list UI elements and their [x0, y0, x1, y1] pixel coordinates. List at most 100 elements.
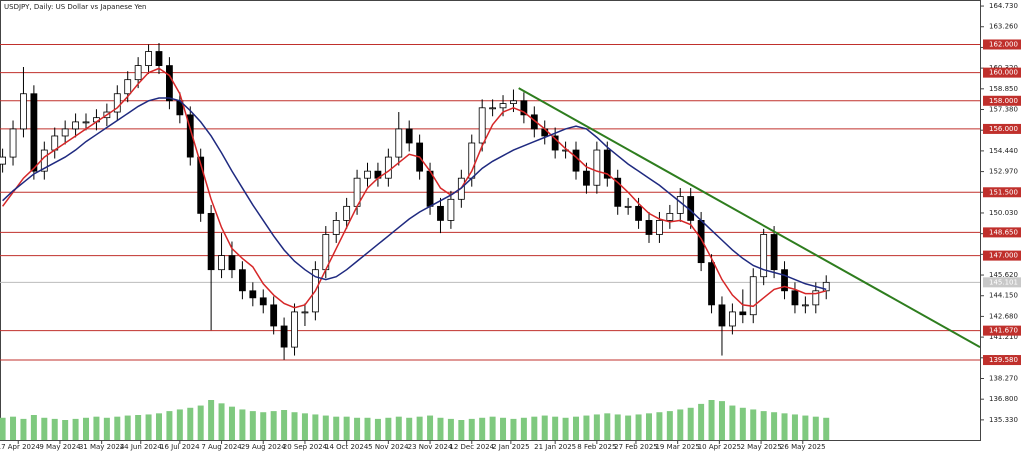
candle-body: [572, 149, 580, 172]
x-tick-label: 17 Apr 2024: [0, 443, 40, 451]
volume-bar: [322, 415, 329, 440]
volume-bar: [62, 420, 69, 440]
volume-bar: [552, 416, 559, 440]
x-tick-label: 10 Apr 2025: [698, 443, 741, 451]
volume-bar: [645, 413, 652, 440]
level-label-box: [983, 227, 1021, 238]
candle-body: [510, 100, 517, 104]
y-tick-label: 164.730: [989, 2, 1018, 10]
level-label: 139.580: [989, 356, 1018, 364]
candle-body: [499, 103, 507, 109]
x-tick-label: 9 May 2024: [39, 443, 81, 451]
candle-body: [426, 170, 434, 207]
candle-body: [61, 128, 69, 137]
volume-bar: [354, 417, 361, 440]
volume-bar: [437, 417, 444, 440]
volume-bar: [562, 417, 569, 440]
volume-bar: [416, 416, 423, 440]
y-tick-label: 144.150: [989, 292, 1018, 300]
x-tick-label: 23 Nov 2024: [408, 443, 453, 451]
volume-bar: [281, 410, 288, 440]
volume-bar: [395, 416, 402, 440]
volume-bar: [41, 417, 48, 440]
candle-body: [770, 234, 778, 271]
volume-bar: [103, 417, 110, 440]
candle-body: [186, 114, 194, 158]
candle-body: [113, 93, 121, 113]
moving-average: [2, 97, 827, 291]
volume-bar: [573, 416, 580, 440]
volume-bar: [155, 413, 162, 440]
candle-body: [635, 205, 642, 221]
level-label-box: [983, 187, 1021, 198]
moving-average: [2, 67, 827, 309]
x-tick-label: 5 Nov 2024: [368, 443, 409, 451]
plot-area: [0, 43, 980, 440]
x-tick-label: 2 May 2025: [740, 443, 781, 451]
volume-bar: [750, 409, 757, 440]
volume-bar: [479, 417, 486, 440]
volume-bar: [489, 416, 496, 440]
candle-body: [218, 255, 225, 271]
volume-bar: [93, 416, 100, 440]
candle-body: [656, 220, 663, 235]
level-label-box: [983, 95, 1021, 106]
level-label: 148.650: [989, 228, 1018, 236]
volume-bar: [687, 407, 694, 440]
y-tick-label: 157.380: [989, 106, 1018, 114]
candle-body: [489, 107, 497, 110]
level-label: 162.000: [989, 40, 1018, 48]
candle-body: [437, 205, 444, 221]
volume-bar: [760, 411, 767, 440]
y-tick-label: 141.210: [989, 333, 1018, 341]
volume-bar: [30, 415, 37, 440]
candle-body: [301, 311, 309, 314]
volume-bar: [531, 416, 538, 440]
y-tick-label: 154.440: [989, 147, 1018, 155]
volume-bar: [510, 418, 517, 440]
chart-title: USDJPY, Daily: US Dollar vs Japanese Yen: [4, 3, 146, 11]
candle-body: [384, 156, 392, 179]
candle-body: [9, 128, 17, 158]
volume-bar: [520, 417, 527, 440]
candle-body: [749, 276, 757, 316]
candle-body: [708, 262, 715, 306]
candle-body: [259, 297, 267, 306]
level-label-box: [983, 250, 1021, 261]
x-tick-label: 29 Aug 2024: [241, 443, 286, 451]
y-tick-label: 150.030: [989, 209, 1018, 217]
candle-body: [530, 114, 538, 130]
candle-body: [812, 290, 820, 306]
volume-bar: [666, 411, 673, 440]
level-label-box: [983, 325, 1021, 336]
volume-bar: [20, 418, 27, 440]
volume-bar: [541, 415, 548, 440]
volume-bar: [270, 411, 277, 440]
candle-body: [614, 177, 622, 207]
y-tick-label: 142.680: [989, 312, 1018, 320]
x-tick-label: 2 Jan 2025: [492, 443, 530, 451]
candle-body: [270, 304, 278, 327]
volume-bar: [625, 415, 632, 440]
candle-body: [20, 93, 27, 130]
candle-body: [801, 304, 809, 307]
level-label: 158.000: [989, 97, 1018, 105]
x-tick-label: 24 Jun 2024: [120, 443, 163, 451]
candle-body: [280, 325, 288, 348]
candle-body: [760, 234, 768, 278]
volume-bar: [239, 409, 246, 440]
volume-bar: [176, 409, 183, 440]
volume-bar: [72, 418, 79, 440]
level-label-box: [983, 123, 1021, 134]
volume-bar: [729, 405, 736, 440]
trendline: [518, 87, 980, 348]
y-tick-label: 136.800: [989, 395, 1018, 403]
candle-body: [30, 93, 38, 172]
x-tick-label: 12 Dec 2024: [449, 443, 494, 451]
y-tick-label: 163.260: [989, 23, 1018, 31]
candle-body: [72, 121, 79, 130]
volume-bar: [145, 414, 152, 440]
candle-body: [666, 212, 674, 221]
candle-body: [343, 205, 351, 221]
